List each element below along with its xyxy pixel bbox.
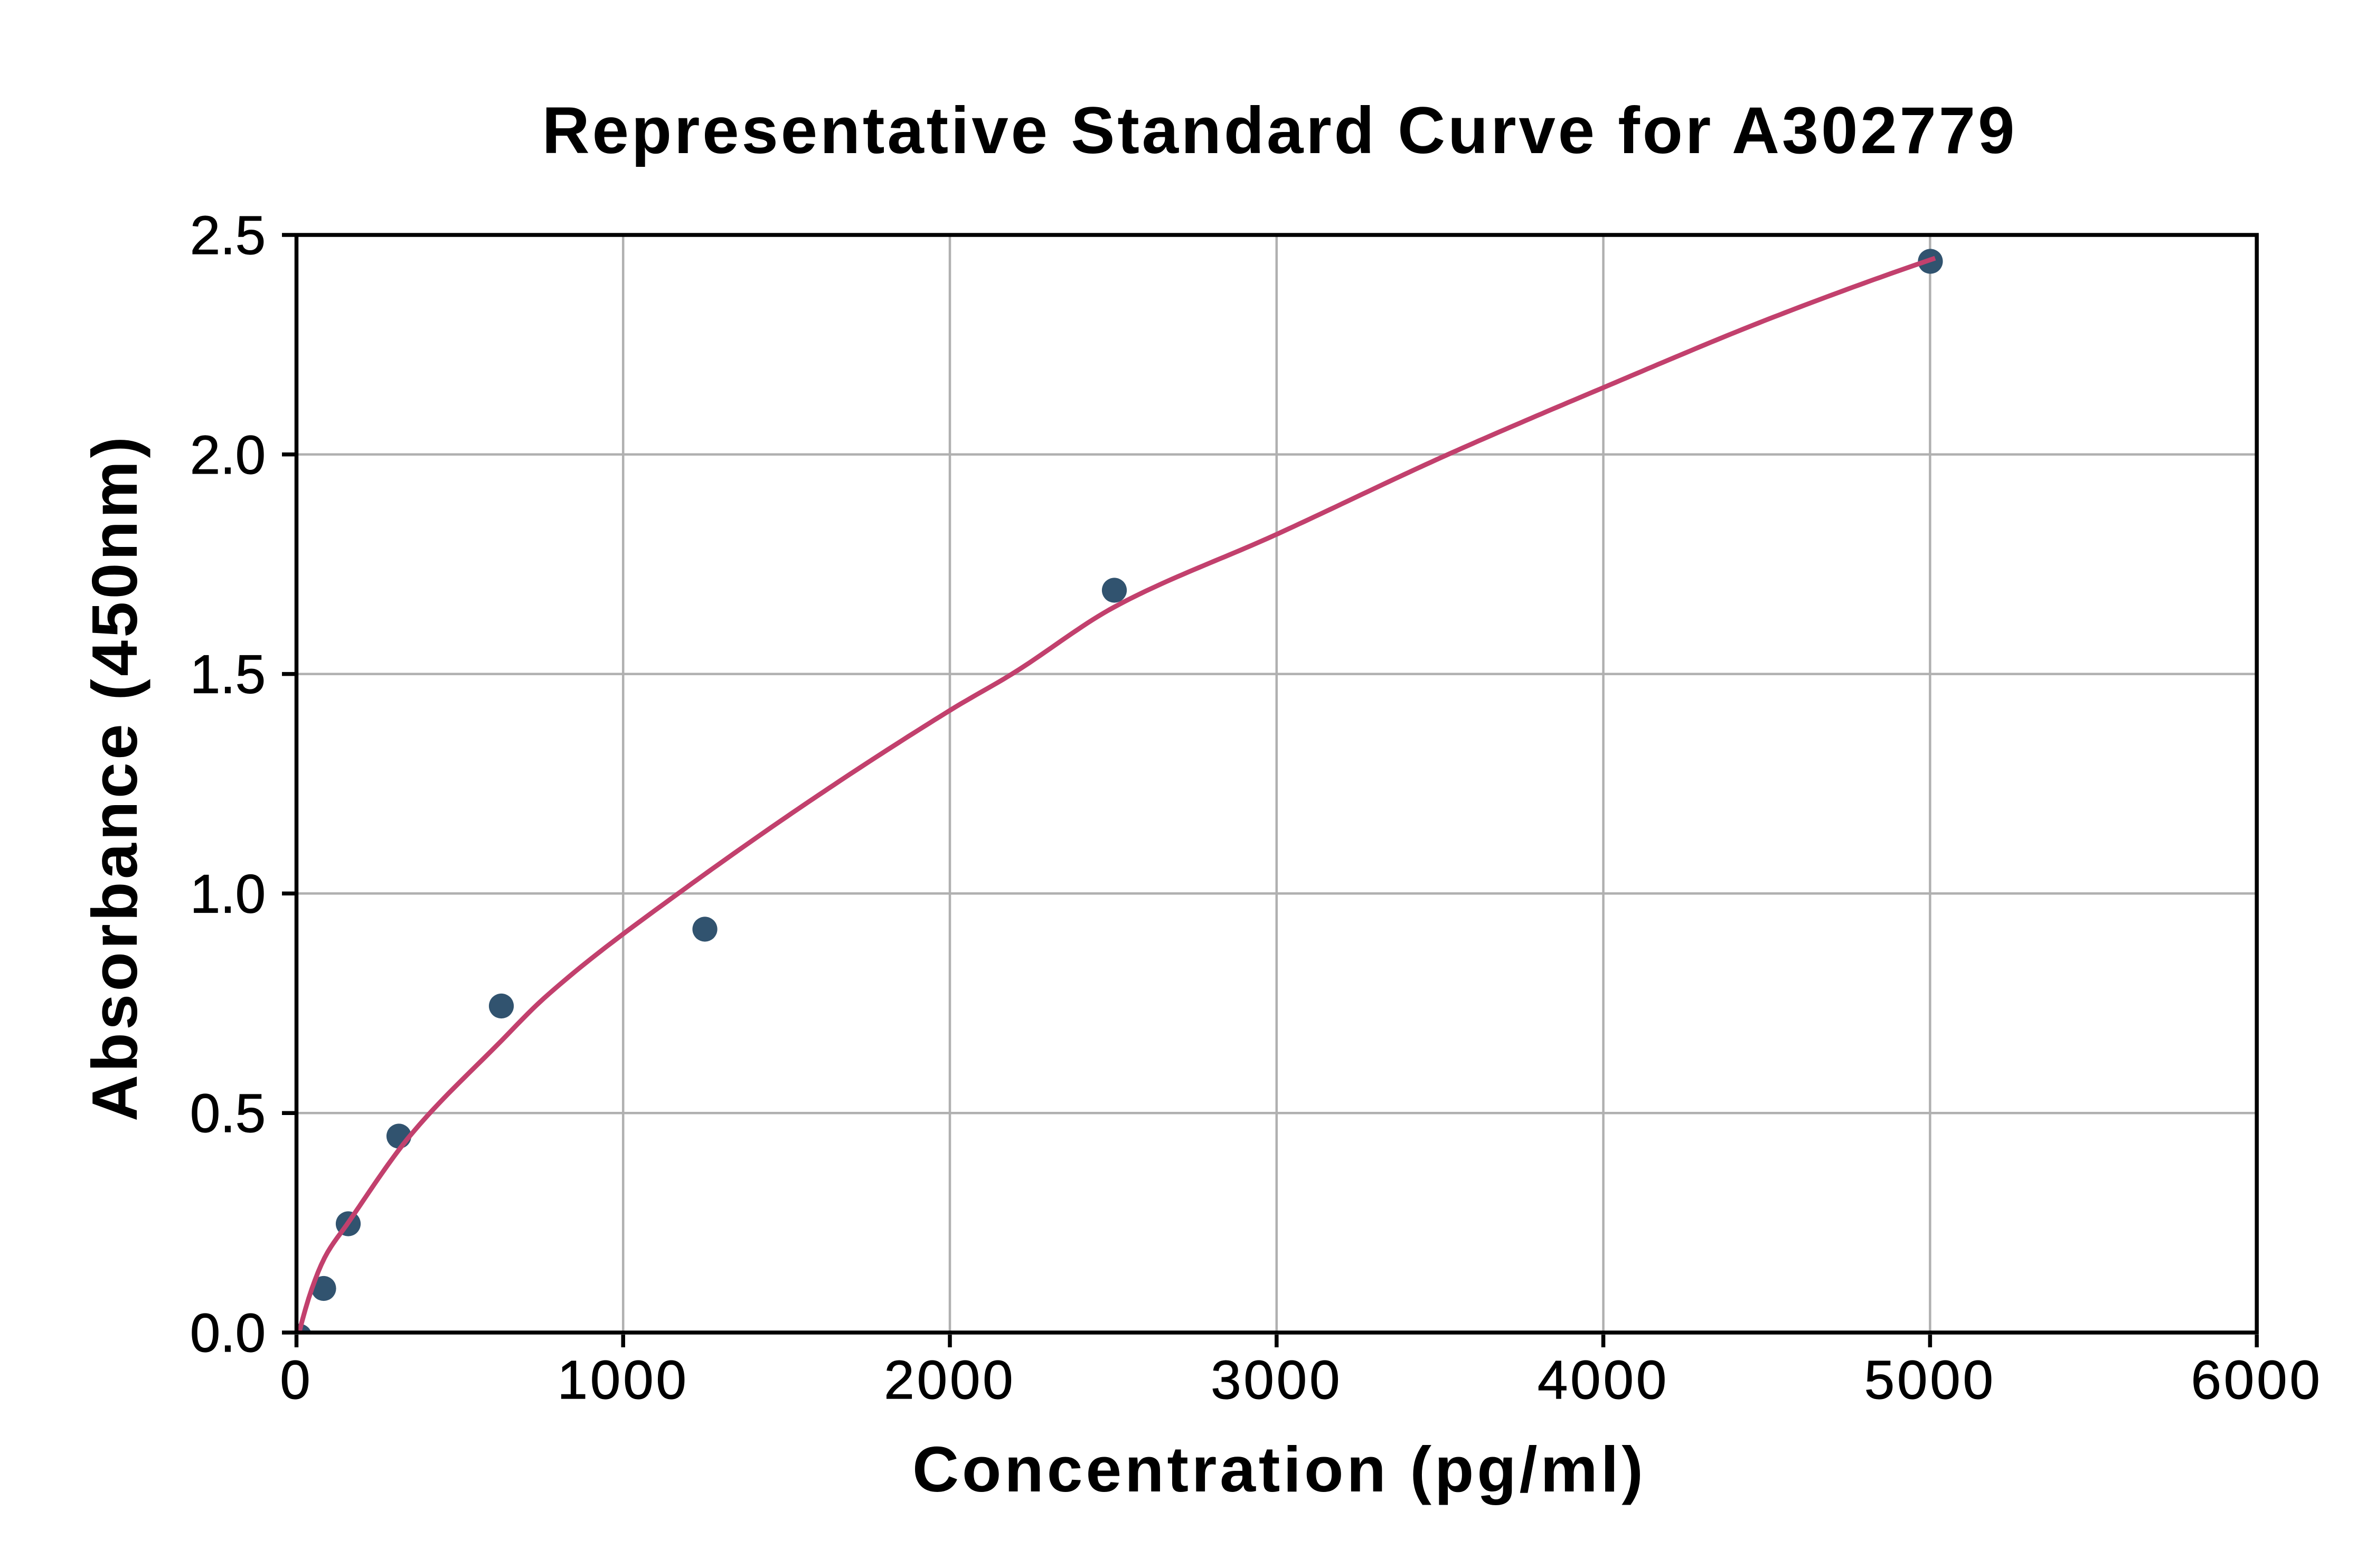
svg-text:0.0: 0.0: [190, 1302, 266, 1363]
svg-text:4000: 4000: [1538, 1349, 1669, 1410]
svg-text:2.5: 2.5: [190, 205, 266, 266]
svg-text:2000: 2000: [884, 1349, 1015, 1410]
svg-text:2.0: 2.0: [190, 424, 266, 485]
svg-text:Concentration (pg/ml): Concentration (pg/ml): [912, 1433, 1643, 1505]
svg-text:3000: 3000: [1211, 1349, 1342, 1410]
svg-text:Absorbance (450nm): Absorbance (450nm): [79, 437, 150, 1121]
svg-text:6000: 6000: [2191, 1349, 2323, 1410]
svg-text:1.0: 1.0: [190, 863, 266, 924]
svg-text:0: 0: [280, 1349, 313, 1410]
svg-text:5000: 5000: [1864, 1349, 1996, 1410]
svg-text:Representative Standard Curve: Representative Standard Curve for A30277…: [542, 94, 2015, 167]
svg-text:1000: 1000: [558, 1349, 689, 1410]
svg-text:0.5: 0.5: [190, 1083, 266, 1144]
svg-text:1.5: 1.5: [190, 644, 266, 705]
